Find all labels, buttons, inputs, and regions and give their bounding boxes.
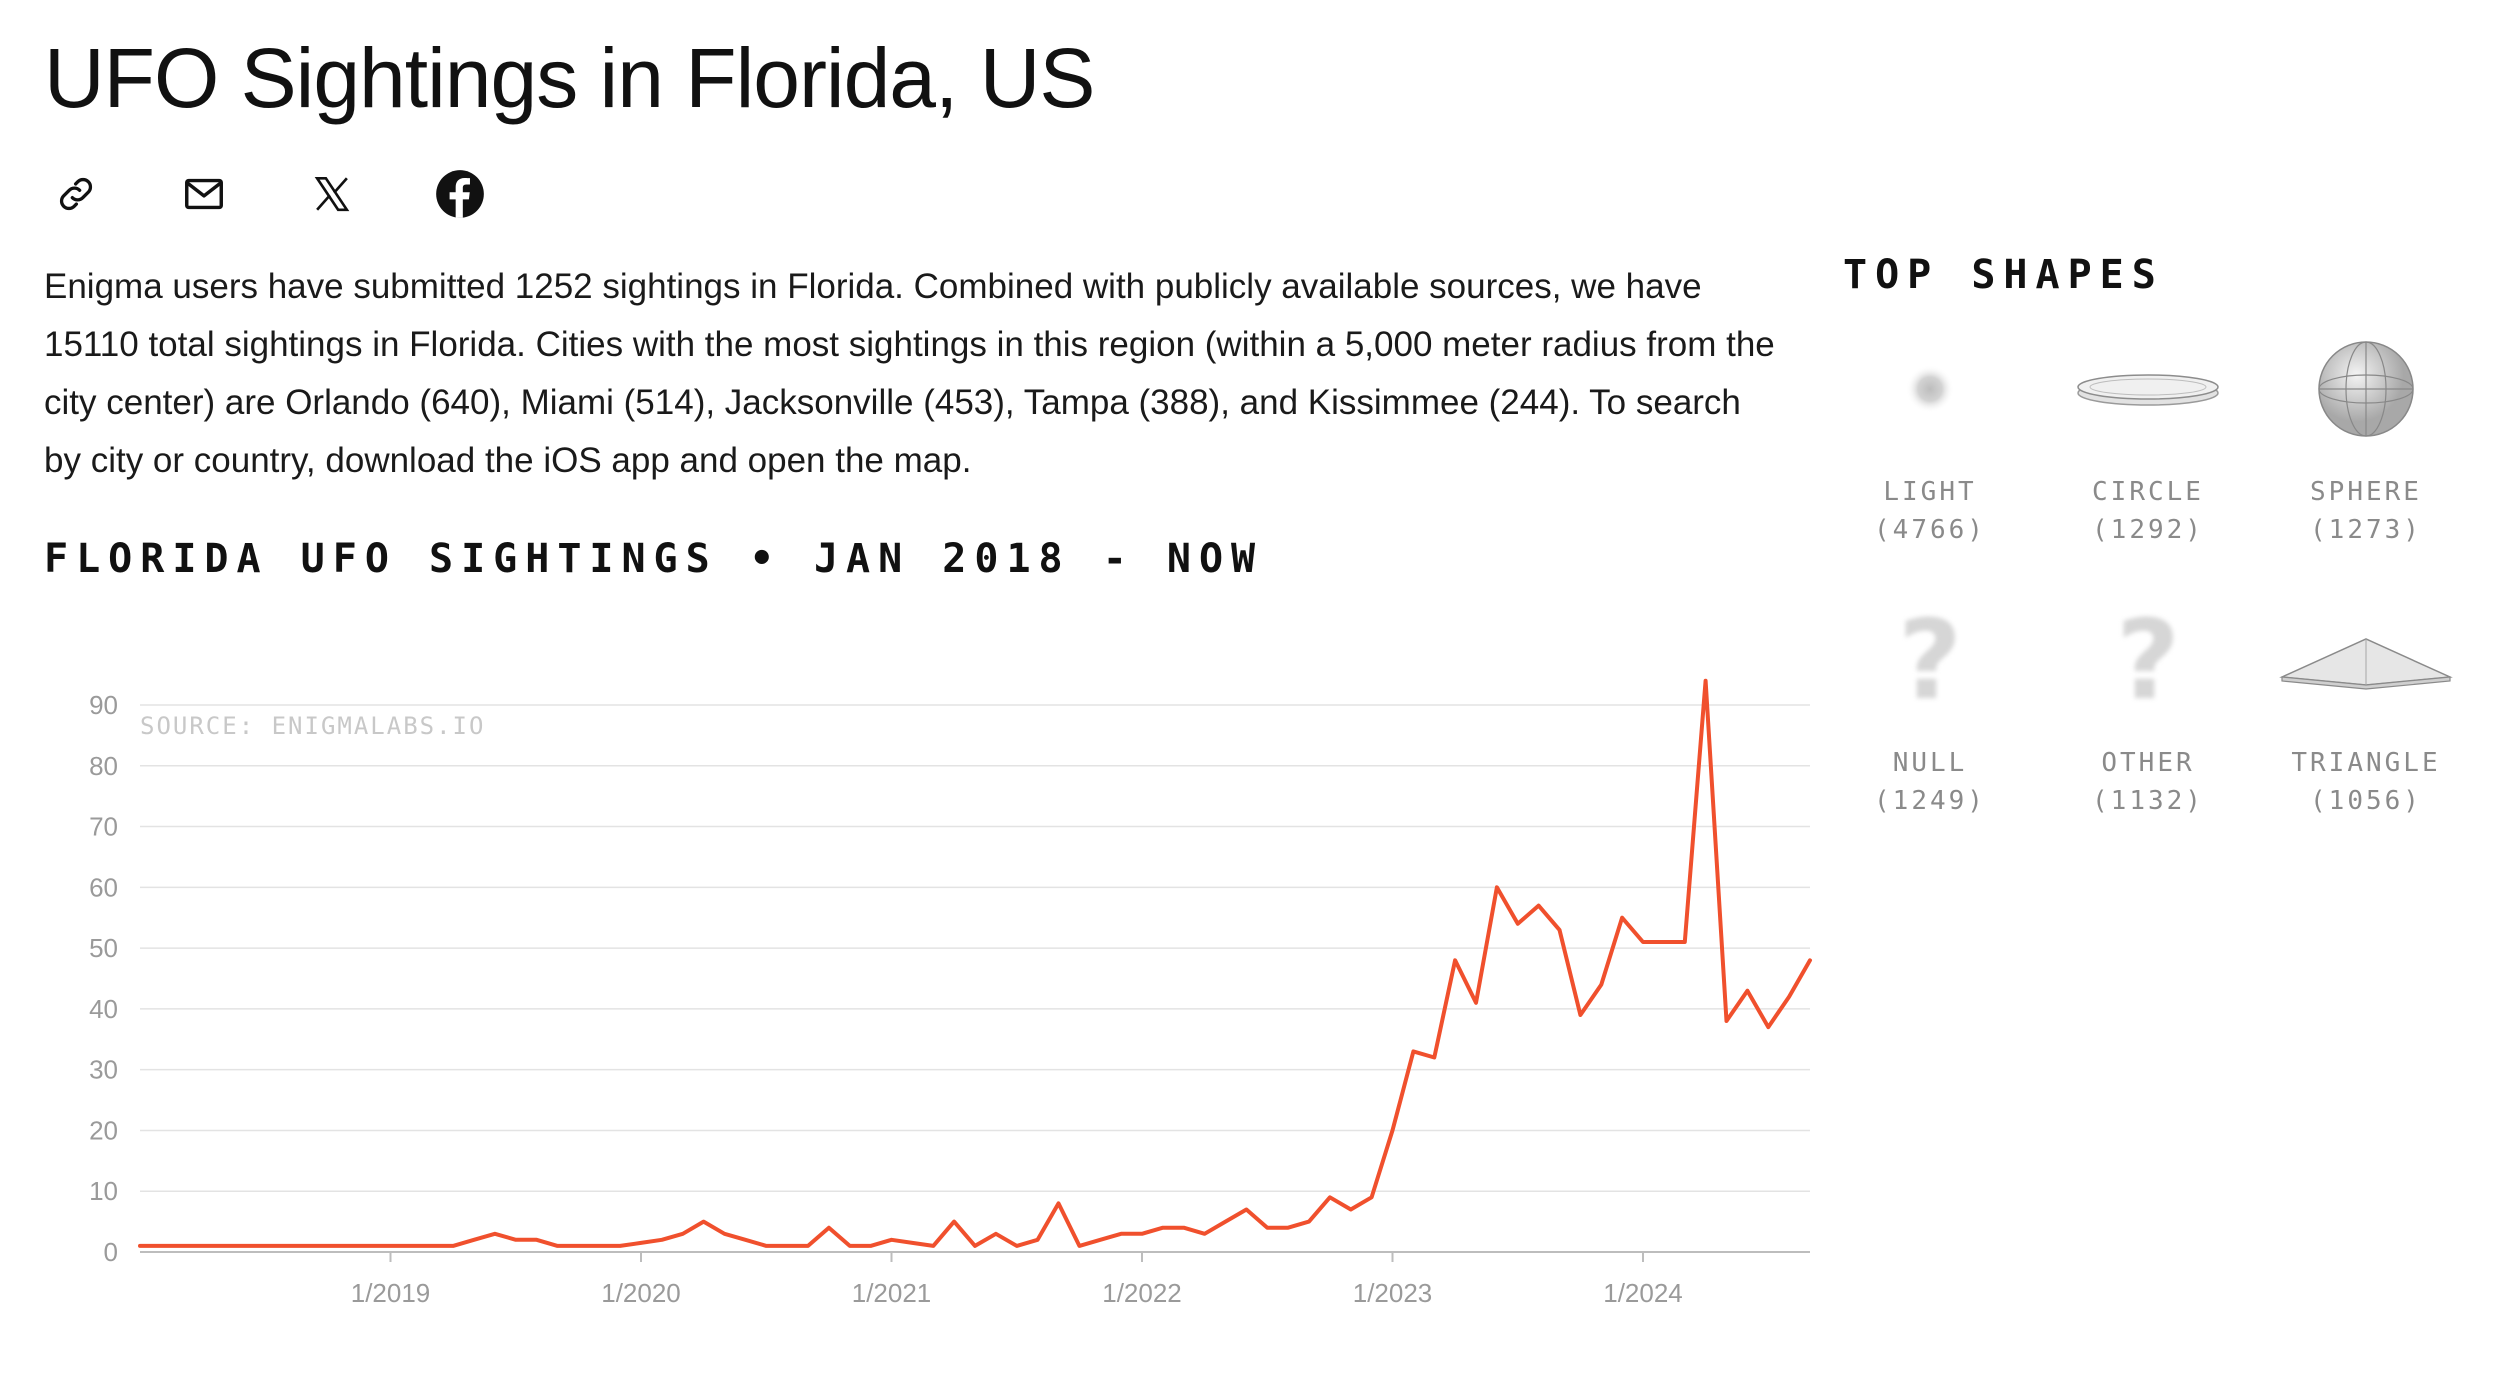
x-tick-label: 1/2024	[1603, 1278, 1683, 1308]
page-title: UFO Sightings in Florida, US	[44, 31, 1095, 125]
y-tick-label: 30	[89, 1055, 118, 1085]
shape-card-other[interactable]: ? OTHER (1132)	[2048, 600, 2248, 820]
facebook-icon	[436, 170, 484, 218]
x-tick-label: 1/2019	[351, 1278, 431, 1308]
shape-label: TRIANGLE	[2291, 748, 2441, 778]
shape-count: (1056)	[2310, 786, 2422, 816]
link-icon	[59, 177, 93, 211]
y-tick-label: 70	[89, 812, 118, 842]
x-axis-labels: 1/2019 1/2020 1/2021 1/2022 1/2023 1/2024	[351, 1252, 1683, 1308]
chart-grid	[140, 704, 1810, 1253]
shape-card-triangle[interactable]: TRIANGLE (1056)	[2266, 600, 2466, 820]
sightings-series-line	[138, 678, 1812, 1248]
question-mark-icon: ?	[1898, 596, 1962, 724]
y-tick-label: 80	[89, 751, 118, 781]
shape-label: SPHERE	[2310, 477, 2422, 507]
shape-label: NULL	[1892, 748, 1968, 778]
chart-source-note: SOURCE: ENIGMALABS.IO	[140, 712, 485, 740]
copy-link-button[interactable]	[44, 162, 108, 226]
x-icon	[314, 176, 350, 212]
x-tick-label: 1/2023	[1353, 1278, 1433, 1308]
y-tick-label: 0	[104, 1237, 118, 1267]
shape-count: (1292)	[2092, 515, 2204, 545]
chart-heading: FLORIDA UFO SIGHTINGS • JAN 2018 - NOW	[44, 536, 1264, 582]
shape-count: (4766)	[1874, 515, 1986, 545]
shape-count: (1249)	[1874, 786, 1986, 816]
y-axis-labels: 0 10 20 30 40 50 60 70 80 90	[89, 690, 118, 1267]
light-shape-icon	[1830, 329, 2030, 449]
question-mark-icon: ?	[2116, 596, 2180, 724]
other-shape-icon: ?	[2048, 600, 2248, 720]
circle-shape-icon	[2048, 329, 2248, 449]
x-tick-label: 1/2022	[1102, 1278, 1182, 1308]
x-tick-label: 1/2021	[852, 1278, 932, 1308]
y-tick-label: 50	[89, 933, 118, 963]
mail-icon	[185, 178, 223, 210]
shape-card-null[interactable]: ? NULL (1249)	[1830, 600, 2030, 820]
triangle-shape-icon	[2266, 600, 2466, 720]
share-bar	[44, 162, 556, 226]
x-tick-label: 1/2020	[601, 1278, 681, 1308]
shape-label: OTHER	[2101, 748, 2195, 778]
y-tick-label: 10	[89, 1176, 118, 1206]
sphere-shape-icon	[2266, 329, 2466, 449]
shape-card-sphere[interactable]: SPHERE (1273)	[2266, 329, 2466, 549]
facebook-share-button[interactable]	[428, 162, 492, 226]
shape-count: (1273)	[2310, 515, 2422, 545]
top-shapes-heading: TOP SHAPES	[1843, 252, 2164, 298]
chart-series	[138, 678, 1812, 1248]
shape-label: CIRCLE	[2092, 477, 2204, 507]
y-tick-label: 90	[89, 690, 118, 720]
x-share-button[interactable]	[300, 162, 364, 226]
shape-card-circle[interactable]: CIRCLE (1292)	[2048, 329, 2248, 549]
y-tick-label: 40	[89, 994, 118, 1024]
y-tick-label: 20	[89, 1115, 118, 1145]
shape-count: (1132)	[2092, 786, 2204, 816]
y-tick-label: 60	[89, 872, 118, 902]
email-share-button[interactable]	[172, 162, 236, 226]
shape-label: LIGHT	[1883, 477, 1977, 507]
null-shape-icon: ?	[1830, 600, 2030, 720]
intro-paragraph: Enigma users have submitted 1252 sightin…	[44, 267, 1775, 480]
shape-card-light[interactable]: LIGHT (4766)	[1830, 329, 2030, 549]
